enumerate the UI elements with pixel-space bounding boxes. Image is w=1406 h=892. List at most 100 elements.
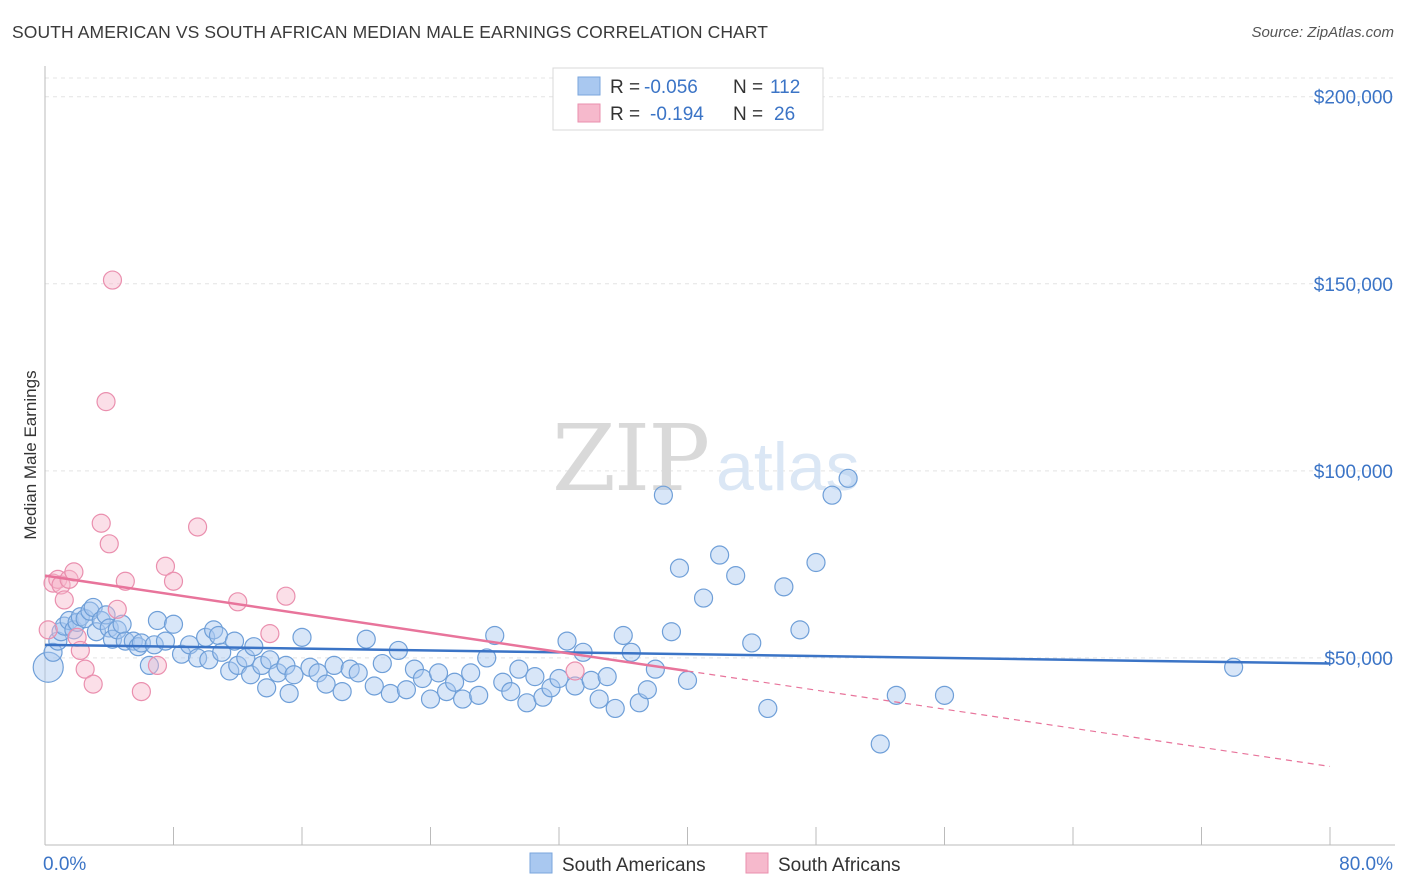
south-american-point — [742, 633, 762, 653]
south-american-point — [228, 655, 248, 676]
x-tick-label: 80.0% — [1339, 854, 1393, 875]
south-african-point — [83, 674, 103, 694]
source-label: Source: ZipAtlas.com — [1251, 24, 1394, 41]
south-american-point — [581, 670, 601, 690]
south-american-point — [43, 642, 63, 662]
south-american-point — [661, 622, 682, 642]
south-americans-trend-line — [44, 643, 1331, 665]
south-american-point — [934, 685, 955, 705]
south-african-point — [228, 592, 248, 612]
south-american-point — [517, 693, 537, 713]
south-african-point — [276, 586, 296, 606]
south-african-point — [147, 655, 168, 676]
south-africans-trend-extension — [687, 670, 1331, 768]
south-american-point — [268, 663, 288, 683]
south-american-point — [292, 627, 312, 647]
legend-n-value: 26 — [774, 104, 795, 125]
south-african-point — [131, 681, 151, 702]
grid-lines — [45, 77, 1395, 659]
south-african-point — [91, 513, 111, 533]
south-american-point — [501, 681, 521, 702]
y-tick-labels: $50,000 $100,000 $150,000 $200,000 — [1314, 88, 1393, 670]
south-american-point — [428, 663, 449, 683]
south-american-point — [613, 625, 633, 646]
south-american-point — [332, 681, 352, 702]
watermark-atlas: atlas — [716, 429, 860, 505]
south-american-point — [806, 552, 826, 573]
south-american-point — [396, 680, 417, 700]
south-american-point — [774, 577, 794, 597]
south-american-point — [32, 651, 64, 683]
y-tick-label: $150,000 — [1314, 275, 1393, 296]
south-american-point — [710, 545, 730, 565]
watermark: ZIP atlas — [552, 405, 860, 512]
south-africans-trend-line — [44, 574, 688, 673]
south-american-point — [838, 468, 858, 488]
bottom-legend-label: South Americans — [562, 855, 706, 876]
south-american-point — [557, 631, 577, 651]
south-american-point — [412, 668, 433, 689]
south-american-point — [453, 689, 473, 709]
south-african-point — [96, 392, 116, 412]
legend-r-label: R = — [610, 77, 640, 98]
south-american-point — [477, 648, 497, 668]
legend-n-value: 112 — [770, 77, 800, 98]
x-tick-labels: 0.0% 80.0% — [43, 854, 1393, 875]
legend-box: R = -0.056 N = 112 R = -0.194 N = 26 — [552, 67, 824, 131]
south-american-point — [224, 631, 245, 651]
south-african-point — [163, 571, 184, 591]
south-american-point — [348, 663, 368, 683]
south-american-point — [279, 683, 299, 704]
bottom-legend-swatch-blue — [529, 852, 553, 874]
south-american-point — [284, 665, 304, 685]
south-american-point — [144, 635, 164, 655]
y-tick-label: $50,000 — [1324, 649, 1393, 670]
south-american-point — [364, 676, 384, 696]
bottom-legend-swatch-pink — [745, 852, 769, 874]
south-american-point — [693, 588, 714, 608]
legend-swatch-blue — [577, 76, 601, 96]
trend-lines — [44, 574, 1331, 768]
south-african-point — [75, 659, 95, 679]
south-american-point — [525, 667, 545, 687]
south-american-point — [139, 655, 160, 676]
south-american-point — [597, 667, 617, 687]
south-american-point — [444, 672, 465, 692]
south-african-point — [99, 534, 119, 554]
legend-n-label: N = — [733, 104, 763, 125]
south-american-point — [86, 622, 107, 642]
south-american-point — [653, 485, 674, 505]
south-american-point — [589, 689, 609, 709]
y-tick-label: $200,000 — [1314, 88, 1393, 109]
south-american-point — [461, 663, 481, 683]
south-african-point — [155, 556, 176, 576]
south-american-point — [549, 668, 569, 689]
legend-r-label: R = — [610, 104, 640, 125]
south-american-point — [147, 610, 168, 631]
chart-title: SOUTH AMERICAN VS SOUTH AFRICAN MEDIAN M… — [12, 22, 769, 42]
south-african-point — [107, 599, 127, 619]
south-american-point — [605, 698, 625, 719]
south-american-point — [372, 653, 392, 674]
south-american-point — [870, 734, 890, 754]
south-american-point — [241, 665, 261, 685]
south-african-point — [187, 517, 208, 537]
south-african-point — [260, 624, 280, 644]
south-american-point — [356, 629, 376, 649]
south-american-point — [669, 558, 690, 578]
watermark-zip: ZIP — [552, 405, 708, 512]
south-american-point — [208, 625, 229, 646]
south-american-point — [59, 610, 79, 631]
south-american-point — [420, 689, 441, 709]
legend-n-label: N = — [733, 77, 763, 98]
south-african-point — [38, 620, 58, 640]
south-african-point — [54, 590, 74, 610]
south-american-point — [308, 663, 328, 683]
south-american-point — [677, 670, 698, 690]
south-american-point — [790, 620, 810, 640]
south-american-point — [324, 655, 344, 676]
south-african-point — [565, 661, 585, 681]
south-american-point — [99, 618, 119, 638]
south-american-point — [485, 625, 505, 646]
